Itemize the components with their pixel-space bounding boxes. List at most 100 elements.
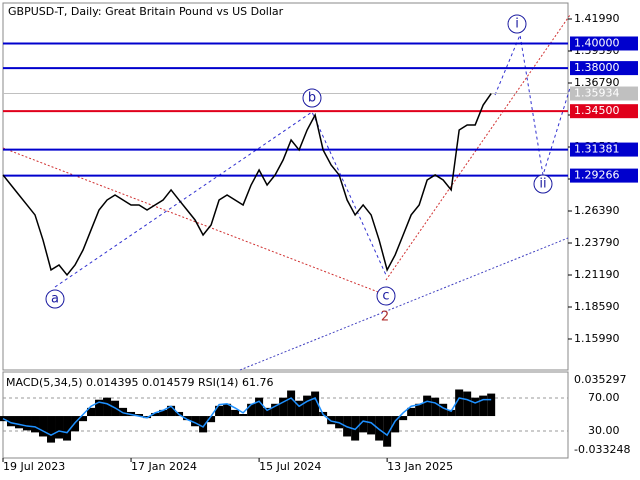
y-tick-label: 1.21190: [574, 268, 620, 281]
macd-bar: [23, 416, 32, 431]
wave-line: [494, 33, 571, 176]
macd-bar: [231, 409, 240, 417]
wave-label: a: [51, 292, 59, 307]
wave-circle: [45, 289, 65, 309]
wave-label: i: [515, 17, 519, 32]
macd-bar: [383, 416, 392, 447]
level-label: 1.38000: [574, 61, 620, 74]
level-box: [570, 61, 638, 76]
macd-bar: [239, 414, 248, 417]
y-tick-label: 1.15990: [574, 332, 620, 345]
rsi-line: [2, 397, 492, 437]
macd-bar: [375, 416, 384, 441]
y-tick-label: 1.41990: [574, 12, 620, 25]
macd-bar: [279, 397, 288, 417]
macd-bar: [463, 391, 472, 417]
macd-bar: [487, 393, 496, 417]
macd-bar: [295, 400, 304, 417]
macd-bar: [31, 416, 40, 433]
main-frame: [2, 2, 569, 371]
macd-bar: [215, 405, 224, 417]
macd-bar: [183, 416, 192, 421]
macd-bar: [359, 416, 368, 433]
wave-lines: [2, 14, 571, 371]
macd-bar: [63, 416, 72, 441]
macd-bar: [415, 403, 424, 417]
x-tick-label: 13 Jan 2025: [387, 460, 453, 473]
macd-bar: [407, 407, 416, 417]
macd-bar: [287, 390, 296, 417]
level-label: 1.31381: [574, 143, 620, 156]
macd-bar: [263, 407, 272, 417]
macd-bar: [247, 403, 256, 417]
macd-bar: [79, 416, 88, 422]
macd-bar: [191, 416, 200, 427]
macd-bar: [431, 397, 440, 417]
macd-bar: [367, 416, 376, 435]
current-price-label: 1.35934: [574, 87, 620, 100]
macd-bar: [271, 403, 280, 417]
macd-bar: [119, 407, 128, 417]
macd-bar: [447, 409, 456, 417]
trend-line: [239, 237, 569, 371]
level-box: [570, 142, 638, 157]
wave-line: [54, 111, 387, 288]
indicator-title: MACD(5,34,5) 0.014395 0.014579 RSI(14) 6…: [6, 376, 273, 389]
macd-bar: [479, 395, 488, 417]
macd-bar: [167, 405, 176, 417]
macd-bar: [223, 403, 232, 417]
current-price-box: [570, 86, 638, 101]
macd-bar: [255, 397, 264, 417]
macd-bar: [207, 416, 216, 423]
y-tick-label: 1.26390: [574, 204, 620, 217]
x-tick-label: 15 Jul 2024: [259, 460, 321, 473]
indicator-tick-label: -0.033248: [574, 443, 630, 456]
chart-title: GBPUSD-T, Daily: Great Britain Pound vs …: [8, 5, 284, 18]
level-label: 1.29266: [574, 169, 620, 182]
macd-bar: [151, 412, 160, 417]
macd-bar: [471, 397, 480, 417]
level-box: [570, 104, 638, 119]
level-label: 1.40000: [574, 36, 620, 49]
macd-bar: [103, 397, 112, 417]
macd-bar: [47, 416, 56, 443]
trend-line: [385, 14, 571, 281]
wave-label: b: [308, 91, 316, 106]
rsi-tick-label: 70.00: [588, 391, 620, 404]
macd-bar: [303, 395, 312, 417]
wave-circle: [376, 286, 396, 306]
macd-bar: [311, 391, 320, 417]
level-label: 1.34500: [574, 104, 620, 117]
indicator-frame: [2, 371, 569, 459]
x-tick-label: 17 Jan 2024: [131, 460, 197, 473]
x-tick-label: 19 Jul 2023: [3, 460, 65, 473]
macd-bar: [15, 416, 24, 429]
macd-bar: [7, 416, 16, 427]
level-box: [570, 36, 638, 51]
wave-circle: [302, 88, 322, 108]
macd-bar: [399, 416, 408, 421]
y-tick-label: 1.23790: [574, 236, 620, 249]
wave-label: c: [382, 289, 389, 304]
rsi-tick-label: 30.00: [588, 424, 620, 437]
y-tick-label: 1.18590: [574, 300, 620, 313]
y-tick-label: 1.36790: [574, 76, 620, 89]
macd-bar: [55, 416, 64, 439]
macd-bar: [39, 416, 48, 437]
wave-circle: [533, 174, 553, 194]
level-box: [570, 168, 638, 183]
macd-bar: [199, 416, 208, 433]
macd-bar: [135, 414, 144, 417]
macd-bar: [455, 389, 464, 417]
wave-label: 2: [381, 310, 389, 325]
macd-bar: [391, 416, 400, 433]
price-line: [2, 93, 492, 277]
macd-bar: [439, 403, 448, 417]
macd-bar: [95, 399, 104, 417]
wave-circle: [507, 14, 527, 34]
macd-bar: [87, 407, 96, 417]
macd-bar: [423, 395, 432, 417]
indicator-tick-label: 0.035297: [574, 373, 627, 386]
trend-line: [2, 147, 387, 296]
